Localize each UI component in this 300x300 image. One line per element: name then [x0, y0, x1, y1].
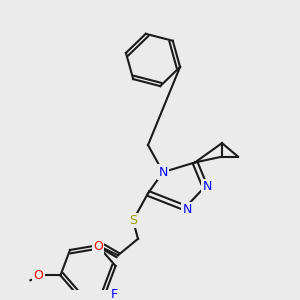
Text: F: F: [110, 288, 118, 300]
Text: N: N: [158, 166, 168, 178]
Text: S: S: [129, 214, 137, 227]
Text: N: N: [182, 203, 192, 216]
Text: O: O: [34, 269, 44, 282]
Text: O: O: [93, 240, 103, 253]
Text: N: N: [202, 180, 212, 193]
